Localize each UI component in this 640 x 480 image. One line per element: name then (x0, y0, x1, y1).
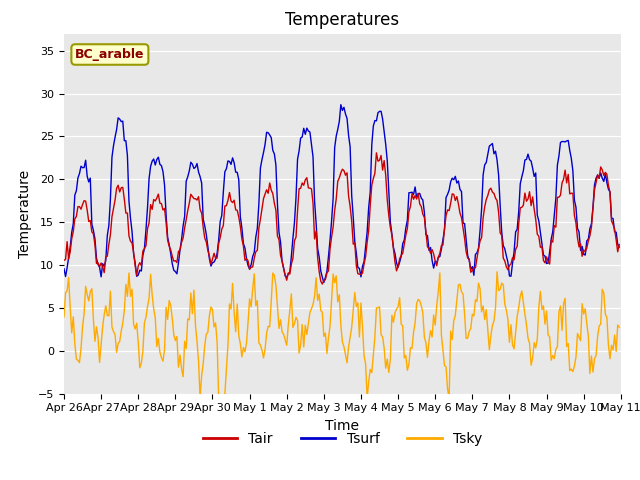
Title: Temperatures: Temperatures (285, 11, 399, 29)
X-axis label: Time: Time (325, 419, 360, 433)
Y-axis label: Temperature: Temperature (19, 169, 33, 258)
Text: BC_arable: BC_arable (75, 48, 145, 61)
Legend: Tair, Tsurf, Tsky: Tair, Tsurf, Tsky (197, 426, 488, 452)
